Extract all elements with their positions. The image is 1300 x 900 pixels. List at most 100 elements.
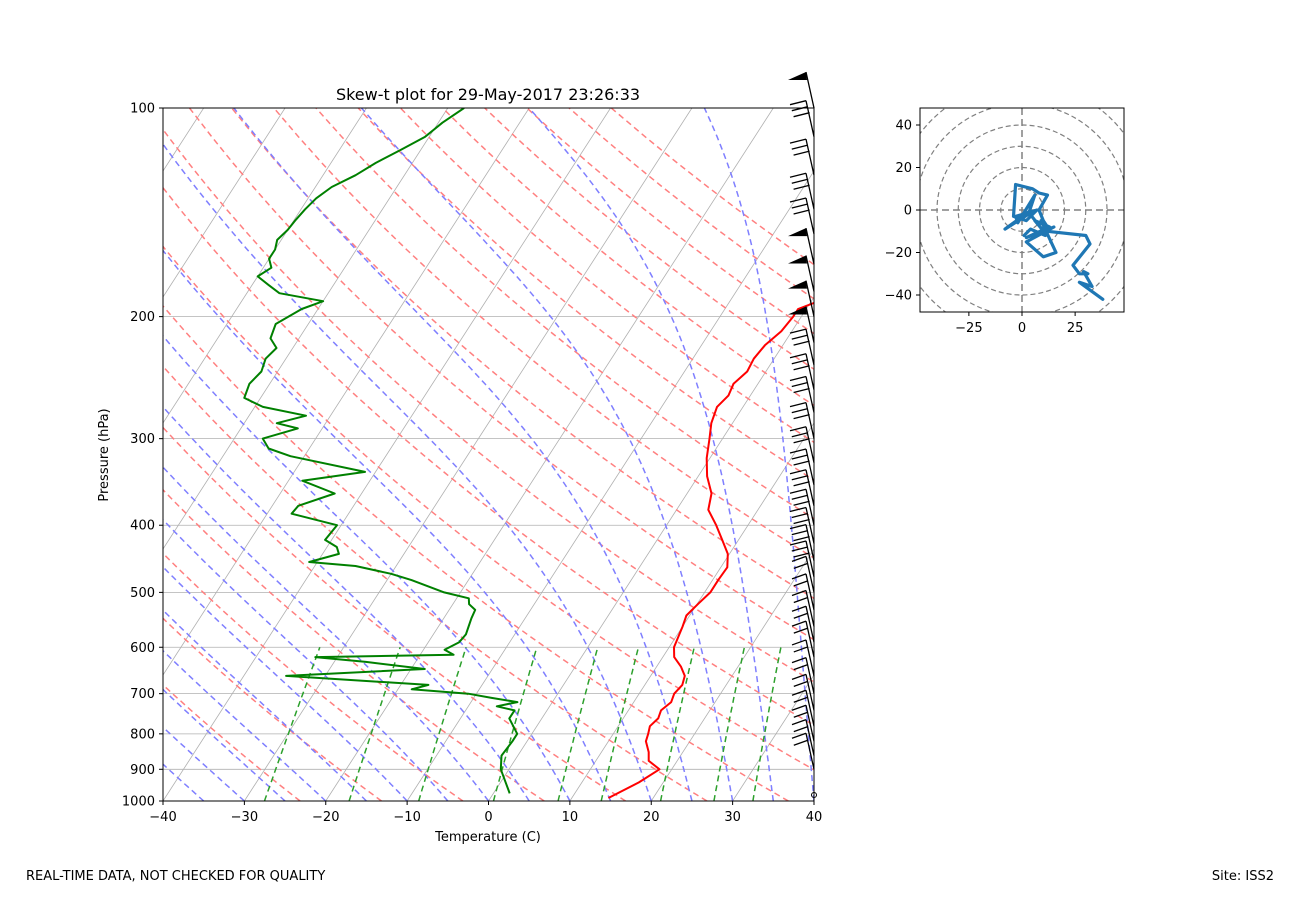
dry-adiabat bbox=[188, 108, 814, 641]
hodograph-wind-line bbox=[1003, 182, 1105, 301]
dry-adiabat bbox=[163, 245, 814, 771]
dry-adiabat bbox=[315, 108, 814, 520]
dry-adiabat bbox=[568, 108, 814, 300]
isotherm bbox=[650, 548, 814, 801]
y-tick-label: 200 bbox=[130, 310, 155, 325]
moist-adiabat bbox=[163, 466, 490, 801]
isotherm bbox=[0, 108, 41, 801]
dry-adiabat bbox=[163, 426, 626, 801]
moist-adiabat bbox=[163, 249, 612, 801]
hodograph-x-tick-label: 25 bbox=[1067, 321, 1084, 336]
wind-barb bbox=[789, 448, 815, 486]
dry-adiabat bbox=[163, 304, 789, 801]
wind-barb bbox=[791, 589, 815, 627]
x-tick-label: 20 bbox=[643, 810, 660, 825]
moist-adiabat bbox=[163, 142, 653, 801]
isotherm bbox=[488, 296, 814, 801]
wind-barb bbox=[788, 227, 815, 265]
x-tick-label: −40 bbox=[149, 810, 176, 825]
wind-barb bbox=[789, 328, 815, 366]
y-tick-label: 900 bbox=[130, 763, 155, 778]
wind-barb bbox=[788, 280, 815, 317]
wind-barb bbox=[789, 426, 815, 463]
y-tick-label: 1000 bbox=[122, 795, 155, 810]
x-tick-label: 30 bbox=[724, 810, 741, 825]
mixing-ratio-line bbox=[600, 647, 640, 801]
wind-barb bbox=[789, 100, 815, 137]
quality-disclaimer: REAL-TIME DATA, NOT CHECKED FOR QUALITY bbox=[26, 869, 326, 884]
dry-adiabat bbox=[484, 108, 814, 371]
dry-adiabat bbox=[163, 552, 464, 801]
dry-adiabat bbox=[163, 617, 382, 801]
wind-barb bbox=[789, 353, 815, 390]
wind-barb bbox=[788, 71, 815, 109]
hodograph-x-tick-label: −25 bbox=[955, 321, 982, 336]
y-tick-label: 600 bbox=[130, 641, 155, 656]
x-tick-label: 40 bbox=[806, 810, 823, 825]
isotherm bbox=[163, 108, 611, 801]
isotherm bbox=[569, 422, 814, 801]
mixing-ratio-line bbox=[348, 647, 401, 801]
mixing-ratio-line bbox=[417, 647, 467, 801]
wind-barb bbox=[789, 488, 815, 526]
wind-barb bbox=[788, 255, 815, 292]
wind-barb bbox=[791, 573, 815, 611]
wind-barb bbox=[789, 138, 815, 176]
wind-barb bbox=[788, 306, 815, 343]
y-tick-label: 700 bbox=[130, 687, 155, 702]
moist-adiabat bbox=[163, 726, 245, 801]
dry-adiabat bbox=[231, 108, 814, 600]
isotherm bbox=[163, 108, 286, 298]
wind-barb bbox=[791, 555, 815, 593]
mixing-ratio-line bbox=[263, 647, 321, 801]
y-tick-label: 300 bbox=[130, 432, 155, 447]
hodograph-x-tick-label: 0 bbox=[1018, 321, 1026, 336]
hodograph-y-tick-label: −40 bbox=[885, 289, 912, 304]
wind-barb bbox=[789, 197, 815, 235]
x-axis-label: Temperature (C) bbox=[434, 830, 541, 845]
wind-barb bbox=[791, 732, 815, 770]
isotherm bbox=[732, 674, 814, 801]
temperature-profile-line bbox=[607, 301, 814, 799]
dry-adiabat bbox=[163, 186, 814, 727]
isotherm bbox=[325, 108, 774, 801]
moist-adiabat bbox=[163, 334, 571, 801]
wind-barb bbox=[789, 375, 815, 413]
x-tick-label: 10 bbox=[562, 810, 579, 825]
isotherm bbox=[813, 800, 814, 801]
y-tick-label: 400 bbox=[130, 519, 155, 534]
y-tick-label: 500 bbox=[130, 586, 155, 601]
wind-barb bbox=[791, 673, 815, 711]
wind-barb bbox=[791, 620, 815, 658]
dewpoint-profile-line bbox=[243, 108, 519, 794]
mixing-ratio-line bbox=[659, 647, 695, 801]
moist-adiabat bbox=[163, 518, 449, 801]
moist-adiabat bbox=[528, 108, 775, 801]
wind-barb bbox=[789, 540, 815, 578]
y-tick-label: 100 bbox=[130, 102, 155, 117]
moist-adiabat bbox=[163, 649, 327, 801]
moist-adiabat bbox=[360, 108, 734, 801]
wind-barb bbox=[791, 605, 815, 643]
moist-adiabat bbox=[163, 609, 367, 801]
y-tick-label: 800 bbox=[130, 727, 155, 742]
dry-adiabat bbox=[163, 365, 708, 801]
isotherm bbox=[163, 108, 449, 550]
x-tick-label: −30 bbox=[231, 810, 258, 825]
x-tick-label: 0 bbox=[484, 810, 492, 825]
mixing-ratio-line bbox=[752, 647, 782, 801]
dry-adiabat bbox=[163, 128, 814, 683]
wind-barb bbox=[791, 704, 815, 742]
hodograph-y-tick-label: 20 bbox=[895, 161, 912, 176]
wind-barb bbox=[789, 402, 815, 439]
wind-barb bbox=[789, 469, 815, 506]
moist-adiabat bbox=[703, 108, 814, 801]
mixing-ratio-line bbox=[492, 647, 538, 801]
hodograph-y-tick-label: 0 bbox=[904, 204, 912, 219]
dry-adiabat bbox=[163, 488, 545, 801]
dry-adiabat bbox=[442, 108, 814, 407]
y-axis-label: Pressure (hPa) bbox=[97, 408, 112, 501]
hodograph-y-tick-label: 40 bbox=[895, 119, 912, 134]
